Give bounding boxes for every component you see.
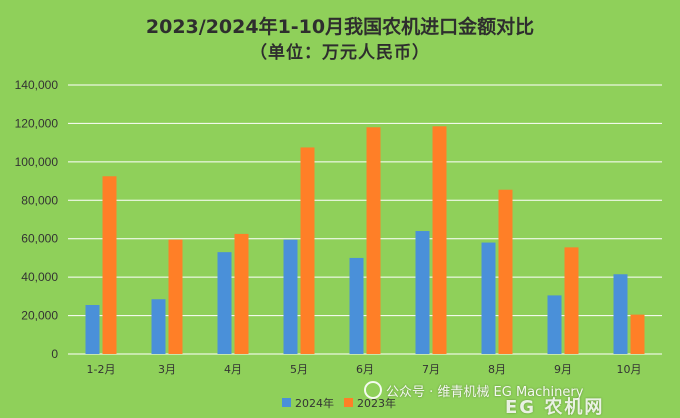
legend-label: 2023年 — [357, 396, 396, 410]
bar — [415, 231, 430, 354]
y-tick-label: 80,000 — [21, 193, 58, 207]
legend-swatch — [344, 398, 353, 407]
bar — [234, 233, 249, 354]
bar — [366, 127, 381, 355]
x-tick-label: 10月 — [617, 363, 642, 376]
x-tick-label: 8月 — [488, 363, 506, 376]
bar — [432, 126, 447, 354]
legend: 2024年 2023年 — [282, 396, 396, 410]
bar — [300, 147, 315, 354]
x-tick-label: 7月 — [422, 363, 440, 376]
x-tick-label: 4月 — [224, 363, 242, 376]
y-tick-label: 60,000 — [21, 232, 58, 246]
y-tick-label: 0 — [51, 347, 58, 361]
y-tick-label: 20,000 — [21, 309, 58, 323]
chart-title: 2023/2024年1-10月我国农机进口金额对比 — [145, 16, 535, 38]
watermark-logo: EG 农机网 — [505, 397, 605, 418]
bar — [151, 299, 166, 354]
wechat-icon — [364, 381, 382, 399]
legend-label: 2024年 — [295, 396, 334, 410]
bar — [85, 305, 100, 354]
bar — [349, 257, 364, 354]
x-tick-label: 5月 — [290, 363, 308, 376]
bar — [630, 314, 645, 354]
bar — [564, 247, 579, 354]
bar — [547, 295, 562, 354]
legend-swatch — [282, 398, 291, 407]
y-tick-label: 140,000 — [15, 78, 59, 92]
bars — [85, 126, 645, 355]
x-tick-label: 6月 — [356, 363, 374, 376]
bar — [481, 242, 496, 354]
bar — [217, 252, 232, 354]
bar — [283, 239, 298, 354]
x-tick-label: 3月 — [158, 363, 176, 376]
watermark-account: 公众号 · 维青机械 EG Machinery — [364, 381, 583, 400]
bar — [102, 176, 117, 354]
x-tick-label: 1-2月 — [87, 363, 116, 376]
grid-lines — [68, 84, 662, 355]
y-tick-label: 100,000 — [15, 155, 59, 169]
y-tick-label: 40,000 — [21, 270, 58, 284]
y-axis: 0 20,000 40,000 60,000 80,000 100,000 120,000 1… — [15, 78, 59, 361]
bar — [613, 274, 628, 354]
chart-subtitle: （单位：万元人民币） — [250, 43, 430, 63]
x-axis: 1-2月 3月 4月 5月 6月 7月 8月 9月 10月 — [87, 363, 642, 376]
y-tick-label: 120,000 — [15, 116, 59, 130]
bar — [498, 189, 513, 354]
bar — [168, 239, 183, 354]
x-tick-label: 9月 — [554, 363, 572, 376]
watermark-text: 公众号 · 维青机械 EG Machinery — [386, 385, 584, 400]
